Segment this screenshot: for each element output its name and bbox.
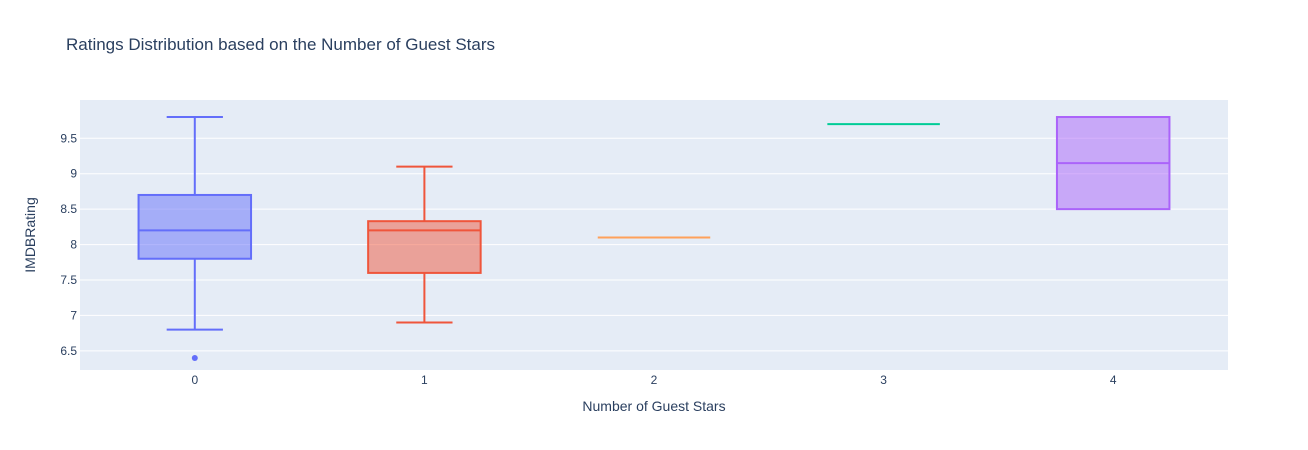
y-tick-label: 9 <box>70 167 77 181</box>
y-axis-title: IMDBRating <box>22 197 38 272</box>
x-tick-label: 4 <box>1110 373 1117 387</box>
y-tick-label: 7.5 <box>60 273 77 287</box>
y-tick-label: 8.5 <box>60 202 77 216</box>
x-tick-label: 2 <box>651 373 658 387</box>
y-tick-labels: 6.5 7 7.5 8 8.5 9 9.5 <box>60 131 77 358</box>
y-tick-label: 9.5 <box>60 131 77 145</box>
plot-area <box>80 100 1228 370</box>
x-tick-labels: 0 1 2 3 4 <box>191 373 1116 387</box>
box-0 <box>137 116 253 361</box>
y-tick-label: 8 <box>70 238 77 252</box>
iqr-box <box>137 193 253 260</box>
box-4 <box>1055 116 1171 211</box>
chart-title: Ratings Distribution based on the Number… <box>66 35 495 54</box>
x-tick-label: 0 <box>191 373 198 387</box>
box-1 <box>367 165 482 324</box>
x-axis-title: Number of Guest Stars <box>582 398 725 414</box>
y-tick-label: 7 <box>70 308 77 322</box>
x-tick-label: 1 <box>421 373 428 387</box>
outlier-point <box>191 354 198 361</box>
x-tick-label: 3 <box>880 373 887 387</box>
iqr-box <box>367 220 482 274</box>
y-gridlines <box>80 137 1228 352</box>
box-series <box>137 116 1171 361</box>
y-tick-label: 6.5 <box>60 344 77 358</box>
